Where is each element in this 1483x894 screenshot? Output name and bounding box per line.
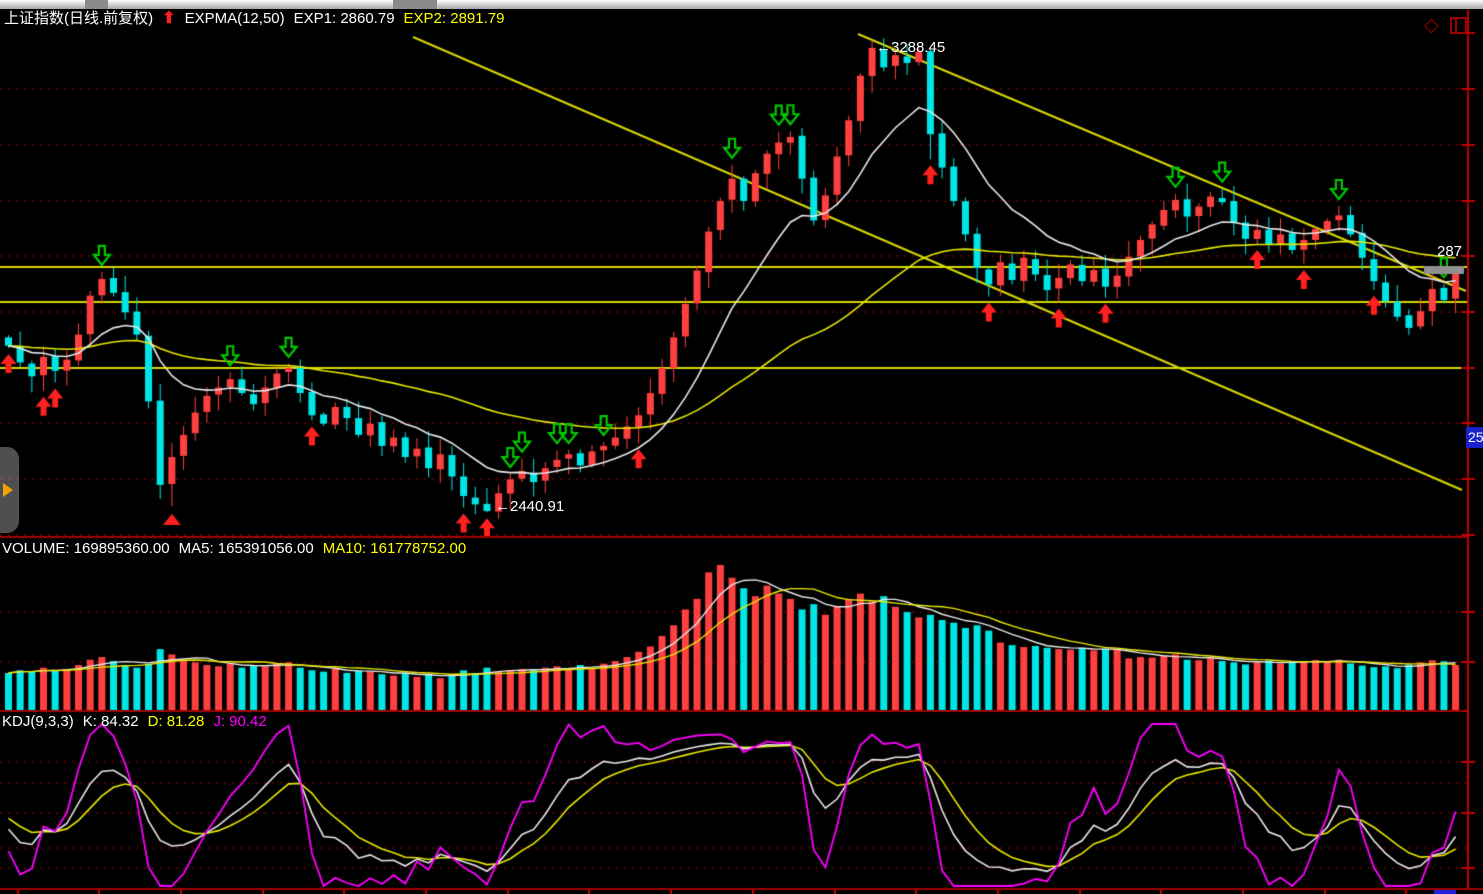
window-layout-icon[interactable] [1450, 17, 1467, 34]
side-panel-handle[interactable] [0, 447, 19, 533]
axis-price-tag: 25 [1466, 427, 1483, 448]
volume-ma5-value: MA5: 165391056.00 [178, 540, 314, 557]
main-chart-header: 上证指数(日线.前复权) ⬆ EXPMA(12,50) EXP1: 2860.7… [4, 10, 504, 27]
trend-up-icon: ⬆ [162, 10, 176, 27]
low-price-annotation: ←2440.91 [495, 498, 565, 515]
expand-panel-icon [3, 483, 13, 497]
scrollbar-thumb-fragment[interactable] [1434, 890, 1456, 894]
kdj-name[interactable]: KDJ(9,3,3) [2, 713, 74, 730]
exp2-value: EXP2: 2891.79 [403, 10, 505, 27]
volume-pane-header: VOLUME: 169895360.00 MA5: 165391056.00 M… [2, 540, 466, 557]
kdj-d-value: D: 81.28 [147, 713, 205, 730]
diamond-icon[interactable]: ◇ [1424, 15, 1439, 36]
kdj-pane-header: KDJ(9,3,3) K: 84.32 D: 81.28 J: 90.42 [2, 713, 267, 730]
volume-ma10-value: MA10: 161778752.00 [322, 540, 467, 557]
kdj-k-value: K: 84.32 [82, 713, 139, 730]
symbol-title[interactable]: 上证指数(日线.前复权) [4, 10, 154, 27]
indicator-name[interactable]: EXPMA(12,50) [184, 10, 285, 27]
volume-value: VOLUME: 169895360.00 [2, 540, 170, 557]
kdj-j-value: J: 90.42 [213, 713, 267, 730]
last-price-label: 287 [1437, 243, 1463, 260]
window-layout-icon-split [1455, 19, 1457, 32]
high-price-annotation: ←3288.45 [876, 39, 946, 56]
exp1-value: EXP1: 2860.79 [293, 10, 395, 27]
